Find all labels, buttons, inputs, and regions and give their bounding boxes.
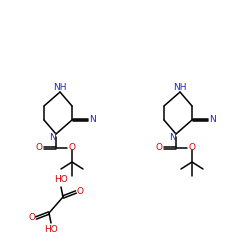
Text: N: N	[48, 134, 56, 142]
Text: O: O	[28, 214, 35, 222]
Text: O: O	[156, 144, 162, 152]
Text: NH: NH	[53, 82, 67, 92]
Text: NH: NH	[173, 82, 187, 92]
Text: O: O	[36, 144, 43, 152]
Text: N: N	[210, 116, 216, 124]
Text: O: O	[68, 144, 75, 152]
Text: O: O	[188, 144, 196, 152]
Text: N: N	[90, 116, 96, 124]
Text: HO: HO	[44, 226, 58, 234]
Text: HO: HO	[54, 176, 68, 184]
Text: O: O	[76, 188, 84, 196]
Text: N: N	[168, 134, 175, 142]
